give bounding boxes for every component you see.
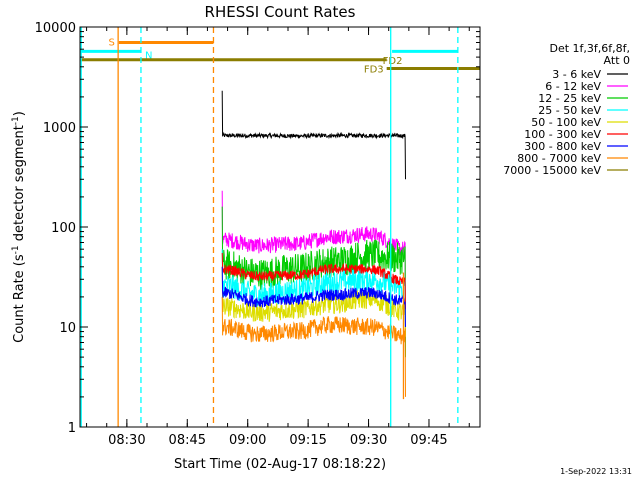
y-tick-label-1: 10 [59, 321, 76, 336]
series-line-6 [221, 266, 406, 328]
legend-label-5: 100 - 300 keV [524, 128, 601, 141]
x-axis-label: Start Time (02-Aug-17 08:18:22) [174, 457, 386, 472]
x-axis: 08:30 08:45 09:00 09:15 09:30 09:45 [86, 27, 470, 448]
series-line-3 [221, 249, 406, 328]
series-line-0 [221, 90, 406, 180]
plot-frame [79, 26, 481, 428]
series-line-1 [221, 190, 406, 358]
legend-label-8: 7000 - 15000 keV [503, 164, 601, 177]
legend-label-2: 12 - 25 keV [538, 92, 601, 105]
x-tick-label-3: 09:15 [289, 433, 326, 448]
x-tick-label-1: 08:45 [169, 433, 206, 448]
x-tick-label-2: 09:00 [229, 433, 266, 448]
chart-title: RHESSI Count Rates [205, 3, 356, 21]
flag-label-N: N [145, 50, 152, 61]
legend-header-1: Att 0 [604, 54, 630, 67]
legend-header-0: Det 1f,3f,6f,8f, [549, 42, 630, 55]
x-tick-label-5: 09:45 [410, 433, 447, 448]
flag-label-S: S [108, 37, 114, 48]
legend-label-6: 300 - 800 keV [524, 140, 601, 153]
y-tick-label-3: 1000 [43, 121, 76, 136]
footer-timestamp: 1-Sep-2022 13:31 [560, 467, 632, 476]
y-axis: 1 10 100 1000 10000 [35, 21, 480, 436]
vertical-markers [80, 27, 459, 427]
x-tick-label-4: 09:30 [350, 433, 387, 448]
legend-label-0: 3 - 6 keV [552, 68, 601, 81]
series-traces [221, 90, 406, 397]
series-line-7 [221, 296, 406, 397]
legend-label-1: 6 - 12 keV [545, 80, 601, 93]
y-tick-label-0: 1 [68, 421, 76, 436]
y-axis-label: Count Rate (s-1 detector segment-1) [11, 111, 27, 343]
legend-label-4: 50 - 100 keV [531, 116, 601, 129]
legend-label-7: 800 - 7000 keV [517, 152, 601, 165]
series-line-5 [221, 252, 406, 310]
legend-label-3: 25 - 50 keV [538, 104, 601, 117]
flag-label-FD3: FD3 [364, 64, 384, 75]
y-tick-label-2: 100 [51, 221, 76, 236]
y-tick-label-4: 10000 [35, 21, 76, 36]
flag-label-FD2: FD2 [383, 56, 403, 67]
x-tick-label-0: 08:30 [108, 433, 145, 448]
